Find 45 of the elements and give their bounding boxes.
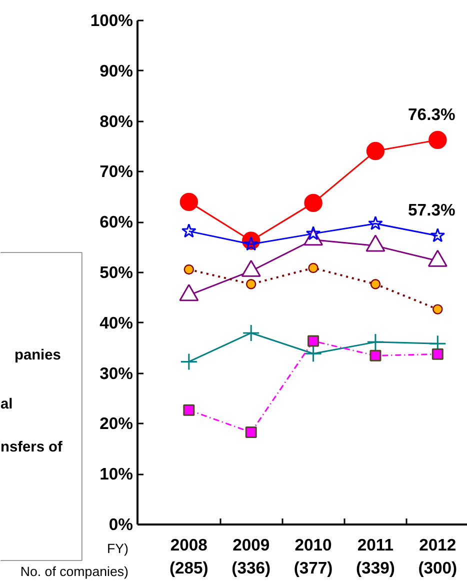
point: [432, 348, 444, 360]
y-tick-label: 70%: [100, 162, 134, 182]
y-tick-label: 40%: [100, 313, 134, 332]
x-tick-label: 2012 (300): [418, 536, 458, 578]
point: [180, 192, 198, 212]
point: [308, 335, 320, 347]
point: [428, 130, 447, 150]
point: [432, 304, 443, 314]
point: [368, 216, 383, 230]
y-tick-label: 80%: [100, 112, 134, 131]
text: al: [0, 396, 13, 412]
x-tick-label: 2008 (285): [169, 536, 208, 578]
y-tick-label: 30%: [100, 364, 134, 383]
x-tick-label: 2009 (336): [232, 536, 271, 578]
point: [246, 279, 256, 290]
y-tick-label: 50%: [100, 263, 134, 282]
point: [183, 404, 195, 416]
point: [245, 426, 257, 438]
point: [244, 236, 259, 251]
point: [304, 344, 322, 362]
point: [182, 223, 196, 238]
point: [242, 324, 260, 342]
y-tick-label: 90%: [100, 61, 134, 80]
point: [430, 228, 446, 242]
text: No. of companies): [20, 564, 128, 579]
data-label: 76.3%: [408, 104, 456, 124]
y-tick-label: 0%: [108, 515, 134, 534]
text: panies: [14, 348, 61, 364]
point: [308, 262, 318, 274]
x-tick-label: 2010 (377): [294, 536, 333, 578]
point: [184, 264, 194, 275]
point: [180, 352, 198, 370]
x-tick-label: 2011 (339): [356, 536, 395, 578]
point: [366, 333, 384, 351]
y-tick-label: 60%: [100, 212, 134, 232]
point: [366, 142, 385, 160]
text: nsfers of: [0, 440, 63, 456]
point: [370, 350, 382, 362]
data-label: 57.3%: [408, 200, 456, 220]
text: FY): [107, 541, 129, 556]
point: [304, 194, 322, 212]
point: [370, 279, 381, 290]
y-tick-label: 100%: [90, 11, 134, 30]
y-tick-label: 10%: [100, 464, 134, 484]
y-tick-label: 20%: [100, 414, 134, 434]
